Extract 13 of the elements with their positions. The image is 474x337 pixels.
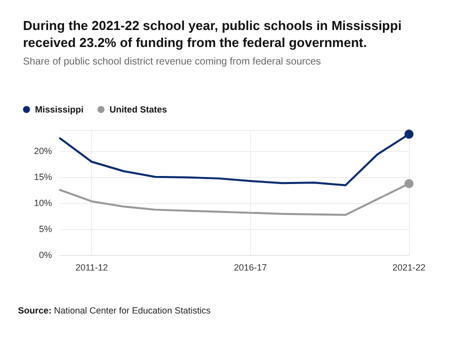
y-tick-label: 0% [38, 250, 52, 260]
legend-label: United States [110, 104, 168, 114]
legend-label: Mississippi [35, 104, 84, 114]
x-tick-label: 2011-12 [76, 262, 108, 272]
chart-title: During the 2021-22 school year, public schools in Mississippi received 23.2% of funding from the federal government. [23, 18, 406, 50]
y-tick-label: 20% [34, 146, 52, 156]
x-tick-label: 2016-17 [234, 262, 267, 272]
chart-subtitle: Share of public school district revenue coming from federal sources [23, 56, 321, 68]
y-tick-label: 5% [38, 224, 52, 234]
source-note: Source: National Center for Education Statistics [18, 306, 212, 316]
y-tick-label: 15% [34, 172, 52, 182]
x-tick-label: 2021-22 [392, 262, 426, 272]
y-tick-label: 10% [34, 198, 52, 208]
